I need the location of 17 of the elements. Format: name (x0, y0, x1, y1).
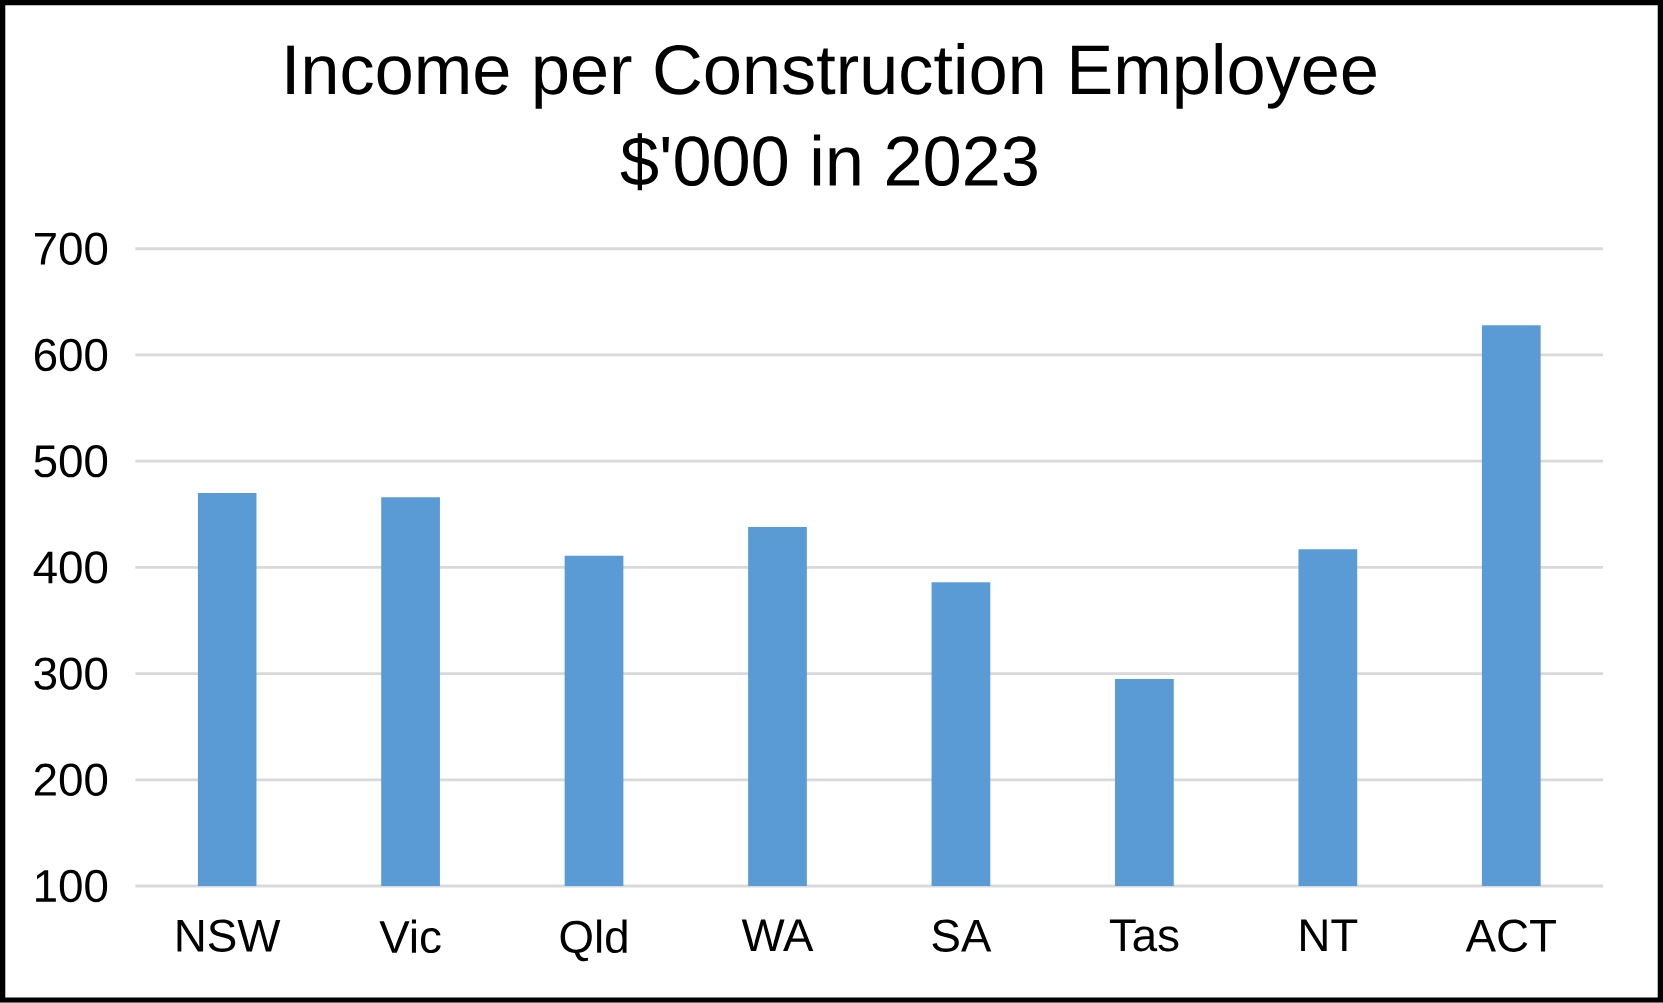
y-tick-label: 500 (34, 445, 108, 478)
x-tick-label: NT (1301, 919, 1358, 952)
x-tick-label: WA (741, 919, 814, 952)
y-tick-label: 400 (33, 551, 108, 584)
x-tick-label: ACT (1465, 919, 1556, 953)
x-tick-label: NSW (177, 919, 281, 953)
y-tick-label: 300 (34, 657, 108, 690)
y-tick-label: 100 (36, 869, 108, 903)
x-tick-label: SA (932, 919, 992, 953)
y-tick-label: 200 (34, 763, 108, 797)
y-tick-label: 700 (35, 232, 108, 266)
chart-title: Income per Construction Employee (287, 43, 1376, 109)
x-tick-label: Tas (1109, 919, 1179, 952)
x-tick-label: Vic (379, 919, 441, 954)
x-tick-label: Qld (560, 919, 627, 962)
y-tick-label: 600 (34, 338, 108, 372)
chart-subtitle: $'000 in 2023 (620, 133, 1037, 191)
